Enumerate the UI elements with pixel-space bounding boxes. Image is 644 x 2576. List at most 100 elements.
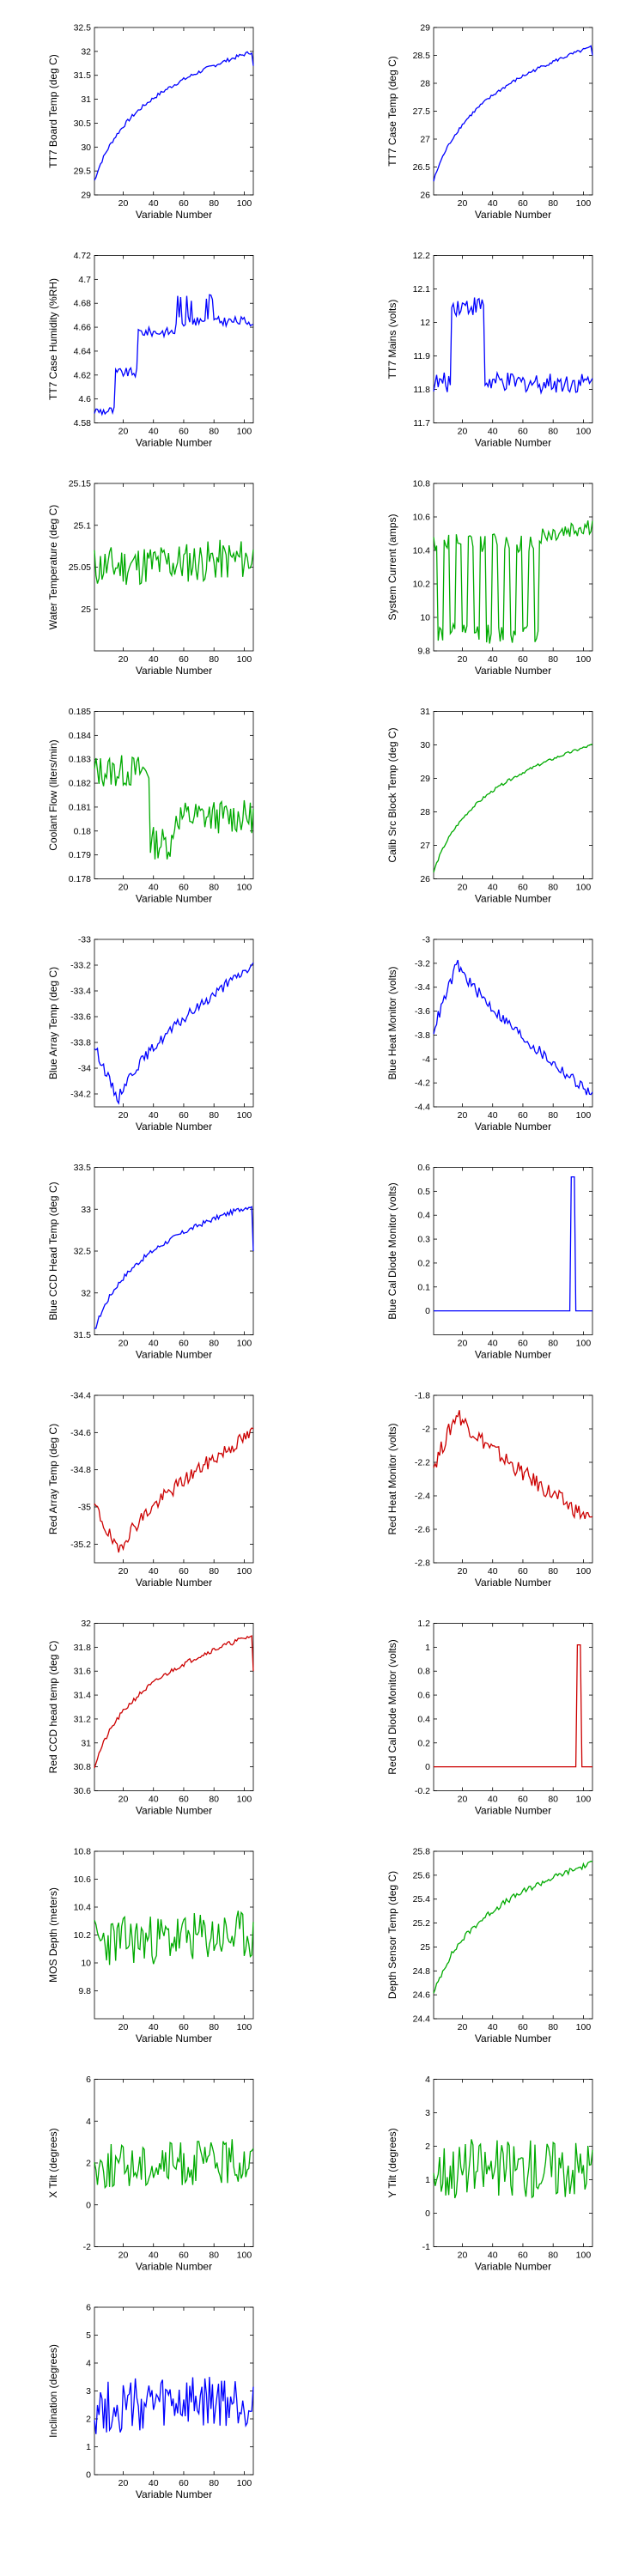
x-tick-label: 40 bbox=[488, 1566, 498, 1577]
y-tick-label: 9.8 bbox=[417, 647, 430, 657]
y-axis-label: Calib Src Block Temp (deg C) bbox=[386, 727, 398, 862]
y-tick-label: 2 bbox=[86, 2415, 91, 2425]
y-axis-label: TT7 Board Temp (deg C) bbox=[47, 54, 59, 168]
y-tick-label: 4 bbox=[86, 2117, 91, 2127]
x-tick-label: 40 bbox=[488, 427, 498, 437]
y-tick-label: 0.3 bbox=[417, 1235, 430, 1245]
x-tick-label: 60 bbox=[179, 198, 189, 209]
x-tick-label: 40 bbox=[488, 198, 498, 209]
y-tick-label: 27.5 bbox=[413, 106, 431, 117]
plot-frame bbox=[433, 711, 593, 879]
plot-frame bbox=[433, 1623, 593, 1791]
y-tick-label: 10.8 bbox=[74, 1847, 92, 1857]
x-tick-label: 80 bbox=[209, 1339, 219, 1349]
plot-frame bbox=[433, 483, 593, 652]
x-tick-label: 100 bbox=[576, 2251, 592, 2261]
y-tick-label: -0.2 bbox=[415, 1786, 430, 1796]
y-tick-label: 4.68 bbox=[74, 299, 92, 309]
chart-panel-18: 24.4 24.6 24.8 25 25.2 25.4 25.6 25.8 20 40 60 80 10… bbox=[386, 1847, 593, 2044]
y-tick-label: 11.7 bbox=[413, 418, 430, 428]
x-axis-label: Variable Number bbox=[475, 1121, 551, 1133]
y-tick-label: 10.6 bbox=[413, 513, 431, 523]
x-tick-label: 80 bbox=[209, 427, 219, 437]
y-tick-label: 25.4 bbox=[413, 1894, 431, 1905]
y-tick-label: 10 bbox=[420, 613, 430, 623]
y-tick-label: -3.6 bbox=[415, 1006, 430, 1017]
plot-frame bbox=[433, 27, 593, 196]
y-tick-label: 3 bbox=[425, 2108, 430, 2118]
y-tick-label: 30 bbox=[420, 740, 430, 750]
x-tick-label: 20 bbox=[118, 1339, 129, 1349]
x-axis-label: Variable Number bbox=[475, 665, 551, 677]
x-tick-label: 20 bbox=[458, 883, 468, 893]
x-axis-label: Variable Number bbox=[475, 209, 551, 221]
x-tick-label: 20 bbox=[118, 2022, 129, 2032]
x-tick-label: 80 bbox=[548, 198, 558, 209]
y-tick-label: -4 bbox=[422, 1054, 430, 1065]
x-axis-label: Variable Number bbox=[136, 665, 212, 677]
x-tick-label: 100 bbox=[237, 1566, 252, 1577]
y-axis-label: Blue Heat Monitor (volts) bbox=[386, 966, 398, 1079]
plot-frame bbox=[433, 255, 593, 423]
x-tick-label: 60 bbox=[518, 1566, 528, 1577]
y-tick-label: -34 bbox=[78, 1064, 91, 1074]
y-tick-label: 31.5 bbox=[74, 70, 92, 81]
y-tick-label: -33.4 bbox=[70, 987, 91, 997]
y-tick-label: 25.8 bbox=[413, 1847, 431, 1857]
y-axis-label: TT7 Case Humidity (%RH) bbox=[47, 278, 59, 400]
x-tick-label: 40 bbox=[488, 2022, 498, 2032]
y-axis-label: Red Array Temp (deg C) bbox=[47, 1424, 59, 1534]
x-tick-label: 40 bbox=[149, 2478, 159, 2488]
y-tick-label: 4.66 bbox=[74, 323, 92, 333]
x-tick-label: 100 bbox=[576, 1795, 592, 1805]
y-tick-label: 0.6 bbox=[417, 1691, 430, 1701]
y-tick-label: -34.4 bbox=[70, 1391, 91, 1401]
x-tick-label: 20 bbox=[458, 2251, 468, 2261]
x-tick-label: 60 bbox=[179, 654, 189, 665]
y-tick-label: 10.8 bbox=[413, 479, 431, 489]
chart-panel-6: 9.8 10 10.2 10.4 10.6 10.8 20 40 60 80 100 Variable… bbox=[386, 479, 593, 677]
y-tick-label: -35 bbox=[78, 1503, 91, 1513]
series-line bbox=[94, 1206, 254, 1329]
x-tick-label: 100 bbox=[237, 2022, 252, 2032]
y-axis-label: MOS Depth (meters) bbox=[47, 1887, 59, 1983]
y-tick-label: 0.2 bbox=[417, 1258, 430, 1268]
x-axis-label: Variable Number bbox=[136, 437, 212, 449]
y-axis-label: Depth Sensor Temp (deg C) bbox=[386, 1871, 398, 1999]
x-tick-label: 100 bbox=[576, 654, 592, 665]
x-tick-label: 100 bbox=[237, 1795, 252, 1805]
y-tick-label: 33 bbox=[81, 1205, 91, 1215]
x-tick-label: 60 bbox=[518, 654, 528, 665]
y-tick-label: 31.6 bbox=[74, 1667, 92, 1677]
x-tick-label: 60 bbox=[518, 1339, 528, 1349]
y-axis-label: TT7 Case Temp (deg C) bbox=[386, 56, 398, 167]
y-tick-label: -33 bbox=[78, 935, 91, 945]
y-tick-label: 30.8 bbox=[74, 1762, 92, 1772]
chart-panel-17: 9.8 10 10.2 10.4 10.6 10.8 20 40 60 80 100 Variable… bbox=[47, 1847, 254, 2044]
x-tick-label: 80 bbox=[548, 883, 558, 893]
x-tick-label: 80 bbox=[209, 654, 219, 665]
y-tick-label: -2.6 bbox=[415, 1525, 430, 1535]
series-line bbox=[94, 51, 254, 181]
y-tick-label: 26 bbox=[420, 191, 430, 201]
y-tick-label: 24.8 bbox=[413, 1966, 431, 1977]
series-line bbox=[94, 1911, 254, 1965]
y-tick-label: -33.8 bbox=[70, 1038, 91, 1048]
y-axis-label: X Tilt (degrees) bbox=[47, 2128, 59, 2197]
plot-frame bbox=[433, 1394, 593, 1564]
y-tick-label: -34.6 bbox=[70, 1428, 91, 1438]
y-tick-label: 11.9 bbox=[413, 351, 430, 361]
x-axis-label: Variable Number bbox=[136, 1349, 212, 1361]
x-tick-label: 100 bbox=[576, 1566, 592, 1577]
series-line bbox=[433, 1410, 593, 1521]
plot-frame bbox=[433, 1850, 593, 2020]
chart-panel-11: 31.5 32 32.5 33 33.5 20 40 60 80 100 Variable Numb… bbox=[47, 1163, 254, 1361]
x-tick-label: 60 bbox=[179, 1566, 189, 1577]
series-line bbox=[434, 1643, 592, 1768]
chart-panel-16: -0.2 0 0.2 0.4 0.6 0.8 1 1.2 20 40 60 80 100 Variable… bbox=[386, 1619, 593, 1817]
x-tick-label: 80 bbox=[548, 1339, 558, 1349]
x-tick-label: 20 bbox=[458, 2022, 468, 2032]
x-tick-label: 60 bbox=[179, 1339, 189, 1349]
y-tick-label: 32 bbox=[81, 46, 91, 57]
